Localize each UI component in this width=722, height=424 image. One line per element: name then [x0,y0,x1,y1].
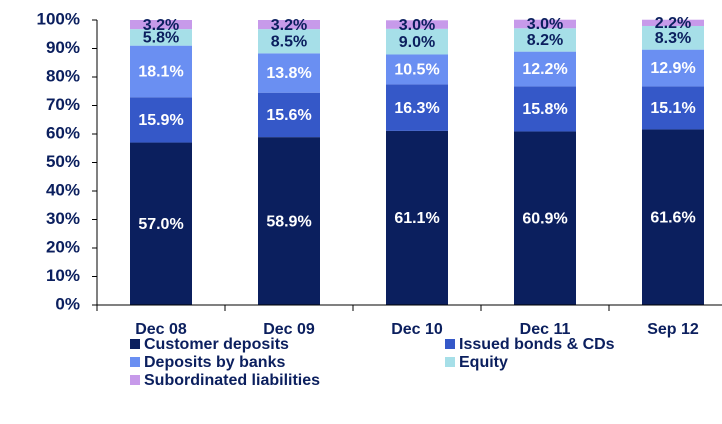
bar-segment [642,19,704,26]
y-tick-label: 90% [46,38,80,57]
bar-segment [130,20,192,30]
legend-swatch [130,375,140,385]
bar-segment [130,97,192,143]
data-label: 3.2% [143,17,179,34]
y-tick-label: 10% [46,266,80,285]
data-label: 61.1% [394,210,439,227]
bar-segment [386,54,448,85]
y-tick-label: 0% [55,294,80,313]
bar-segment [130,142,192,305]
y-tick-label: 20% [46,237,80,256]
bar-segment [514,51,576,87]
bar-segment [258,53,320,93]
bar-segment [642,25,704,50]
legend-label: Customer deposits [144,336,289,353]
legend-swatch [445,339,455,349]
y-tick-label: 60% [46,123,80,142]
x-tick-label: Sep 12 [647,321,699,338]
y-tick-label: 40% [46,180,80,199]
y-tick-label: 50% [46,152,80,171]
data-label: 15.8% [522,101,567,118]
data-label: 8.5% [271,33,307,50]
data-label: 8.2% [527,32,563,49]
legend-label: Equity [459,354,508,371]
data-label: 18.1% [138,64,183,81]
data-label: 8.3% [655,30,691,47]
x-tick-label: Dec 11 [520,321,571,338]
bar-segment [130,45,192,98]
data-label: 16.3% [394,100,439,117]
data-label: 3.2% [271,17,307,34]
data-label: 12.2% [522,61,567,78]
data-label: 15.9% [138,112,183,129]
data-label: 13.8% [266,65,311,82]
bar-segment [258,29,320,54]
x-tick-label: Dec 08 [135,321,187,338]
legend-swatch [130,357,140,367]
data-label: 57.0% [138,216,183,233]
bar-segment [386,84,448,131]
bar-segment [386,28,448,55]
bar-segment [642,129,704,305]
data-label: 15.1% [650,100,695,117]
x-tick-label: Dec 09 [263,321,315,338]
data-label: 3.0% [399,17,435,34]
data-label: 58.9% [266,213,311,230]
data-label: 10.5% [394,62,439,79]
legend-label: Deposits by banks [144,354,285,371]
y-tick-label: 80% [46,66,80,85]
y-tick-label: 70% [46,95,80,114]
bar-segment [386,20,448,29]
bar-segment [258,20,320,30]
bar-segment [258,137,320,305]
data-label: 3.0% [527,16,563,33]
legend-label: Issued bonds & CDs [459,336,615,353]
bar-segment [130,29,192,46]
data-label: 15.6% [266,107,311,124]
x-tick-label: Dec 10 [391,321,443,338]
data-label: 5.8% [143,30,179,47]
y-tick-label: 100% [37,9,80,28]
y-tick-label: 30% [46,209,80,228]
data-label: 2.2% [655,15,691,32]
data-label: 60.9% [522,210,567,227]
bar-segment [642,86,704,130]
legend-label: Subordinated liabilities [144,372,320,389]
data-label: 12.9% [650,60,695,77]
bar-segment [514,131,576,305]
bar-segment [514,86,576,132]
bar-segment [386,130,448,305]
bar-segment [258,92,320,138]
bar-segment [642,49,704,87]
legend-swatch [445,357,455,367]
bar-segment [514,28,576,52]
data-label: 61.6% [650,209,695,226]
data-label: 9.0% [399,34,435,51]
legend-swatch [130,339,140,349]
bar-segment [514,19,576,29]
